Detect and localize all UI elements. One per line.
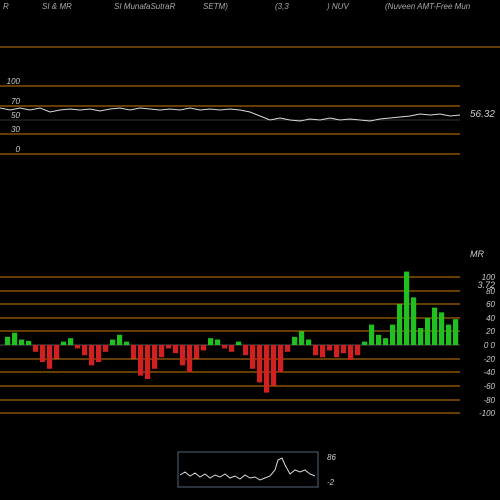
momentum-bar: [320, 345, 325, 357]
panel-title: MR: [470, 249, 484, 259]
axis-label: 0 0: [484, 341, 496, 350]
momentum-bar: [383, 338, 388, 345]
momentum-bar: [397, 304, 402, 345]
momentum-bar: [180, 345, 185, 365]
mini-panel-border: [178, 452, 318, 487]
momentum-bar: [110, 340, 115, 345]
momentum-bar: [404, 272, 409, 345]
axis-label: 20: [485, 327, 495, 336]
momentum-bar: [19, 340, 24, 345]
momentum-bar: [362, 342, 367, 345]
series-value-label: 3.72: [477, 280, 495, 290]
momentum-bar: [166, 345, 171, 348]
momentum-bar: [33, 345, 38, 352]
momentum-bar: [40, 345, 45, 362]
momentum-bar: [341, 345, 346, 353]
axis-label: -100: [479, 409, 496, 418]
momentum-bar: [12, 333, 17, 345]
momentum-bar: [54, 345, 59, 359]
momentum-bar: [306, 340, 311, 345]
momentum-bar: [26, 341, 31, 345]
momentum-bar: [5, 337, 10, 345]
momentum-bar: [68, 338, 73, 345]
axis-label: 100: [7, 77, 21, 86]
momentum-bar: [271, 345, 276, 386]
momentum-bar: [89, 345, 94, 365]
momentum-bar: [299, 331, 304, 345]
momentum-bar: [145, 345, 150, 379]
momentum-bar: [152, 345, 157, 369]
momentum-bar: [327, 345, 332, 350]
momentum-bar: [278, 345, 283, 372]
momentum-bar: [124, 342, 129, 345]
momentum-bar: [390, 325, 395, 345]
chart-canvas: 100705030056.32100806040200 0-20-40-60-8…: [0, 0, 500, 500]
momentum-bar: [418, 328, 423, 345]
momentum-bar: [96, 345, 101, 362]
momentum-bar: [187, 345, 192, 372]
momentum-bar: [173, 345, 178, 353]
axis-label: -40: [483, 368, 495, 377]
momentum-bar: [285, 345, 290, 352]
rsi-line: [0, 108, 460, 121]
axis-label: -80: [483, 396, 495, 405]
momentum-bar: [425, 318, 430, 345]
momentum-bar: [117, 335, 122, 345]
mini-line: [180, 458, 315, 480]
momentum-bar: [334, 345, 339, 357]
momentum-bar: [376, 335, 381, 345]
momentum-bar: [208, 338, 213, 345]
momentum-bar: [131, 345, 136, 359]
momentum-bar: [453, 319, 458, 345]
momentum-bar: [82, 345, 87, 355]
momentum-bar: [243, 345, 248, 355]
momentum-bar: [432, 308, 437, 345]
axis-label: -60: [483, 382, 495, 391]
momentum-bar: [313, 345, 318, 355]
momentum-bar: [61, 342, 66, 345]
momentum-bar: [215, 340, 220, 345]
momentum-bar: [355, 345, 360, 355]
momentum-bar: [47, 345, 52, 369]
mini-label: 86: [327, 453, 336, 462]
current-value-label: 56.32: [470, 109, 495, 120]
axis-label: 40: [486, 314, 495, 323]
momentum-bar: [159, 345, 164, 357]
momentum-bar: [194, 345, 199, 359]
momentum-bar: [411, 297, 416, 345]
momentum-bar: [229, 345, 234, 352]
momentum-bar: [292, 337, 297, 345]
momentum-bar: [103, 345, 108, 352]
axis-label: 70: [11, 97, 20, 106]
momentum-bar: [264, 345, 269, 393]
momentum-bar: [201, 345, 206, 350]
momentum-bar: [439, 312, 444, 345]
momentum-bar: [236, 342, 241, 345]
axis-label: 30: [11, 125, 20, 134]
momentum-bar: [446, 325, 451, 345]
axis-label: -20: [483, 355, 495, 364]
mini-label: -2: [327, 478, 335, 487]
momentum-bar: [138, 345, 143, 376]
momentum-bar: [348, 345, 353, 360]
momentum-bar: [369, 325, 374, 345]
momentum-bar: [75, 345, 80, 348]
momentum-bar: [222, 345, 227, 348]
axis-label: 50: [11, 111, 20, 120]
momentum-bar: [257, 345, 262, 382]
momentum-bar: [250, 345, 255, 369]
axis-label: 0: [16, 145, 21, 154]
axis-label: 60: [486, 300, 495, 309]
